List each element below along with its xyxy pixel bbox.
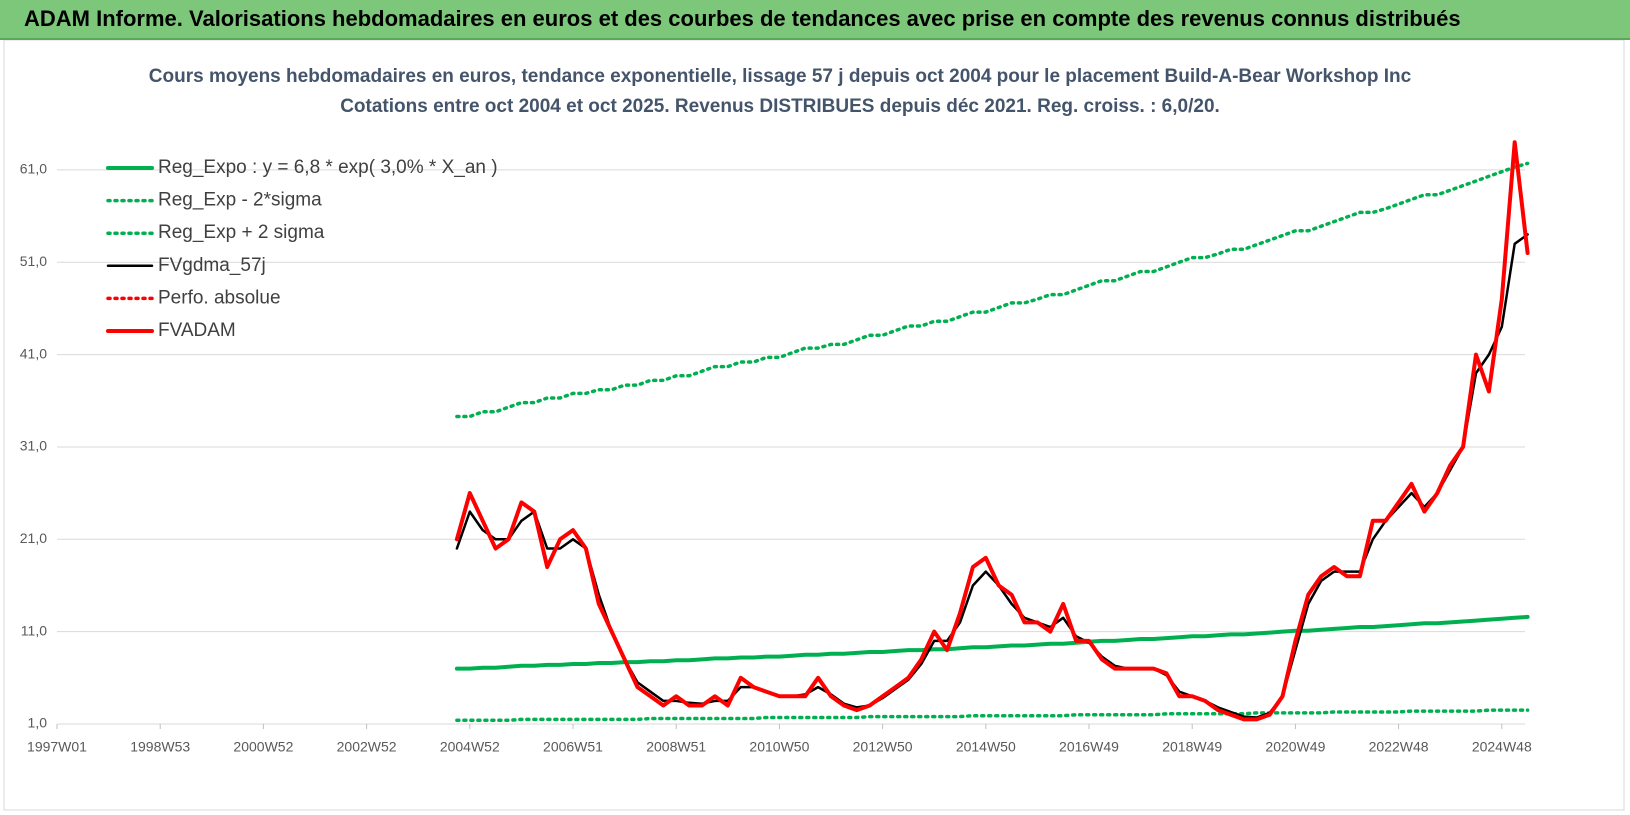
x-tick-label: 2022W48 [1369,739,1429,755]
legend-label: FVADAM [158,320,236,341]
legend-label: Perfo. absolue [158,287,281,308]
x-tick-label: 2008W51 [646,739,706,755]
banner-title: ADAM Informe. Valorisations hebdomadaire… [24,6,1461,31]
x-tick-label: 2018W49 [1162,739,1222,755]
y-tick-label: 51,0 [20,253,47,269]
y-tick-label: 11,0 [21,622,47,638]
chart-subtitle: Cotations entre oct 2004 et oct 2025. Re… [340,96,1220,117]
chart-title: Cours moyens hebdomadaires en euros, ten… [149,66,1412,87]
legend-label: FVgdma_57j [158,255,266,276]
banner: ADAM Informe. Valorisations hebdomadaire… [0,0,1630,40]
x-tick-label: 1998W53 [130,739,190,755]
x-tick-label: 2002W52 [337,739,397,755]
x-tick-label: 2020W49 [1265,739,1325,755]
y-tick-label: 41,0 [20,345,47,361]
x-tick-label: 2010W50 [749,739,809,755]
y-tick-label: 61,0 [20,161,47,177]
x-tick-label: 1997W01 [27,739,87,755]
x-tick-label: 2006W51 [543,739,603,755]
y-tick-label: 21,0 [20,530,47,546]
y-tick-label: 31,0 [20,438,47,454]
x-tick-label: 2004W52 [440,739,500,755]
x-tick-label: 2014W50 [956,739,1016,755]
chart-frame [3,40,1625,811]
x-tick-label: 2000W52 [233,739,293,755]
legend-label: Reg_Exp + 2 sigma [158,222,325,243]
chart: Cours moyens hebdomadaires en euros, ten… [3,40,1625,811]
series-line [454,140,1530,722]
x-tick-label: 2016W49 [1059,739,1119,755]
y-tick-label: 1,0 [28,715,48,731]
x-tick-label: 2012W50 [853,739,913,755]
legend-label: Reg_Exp - 2*sigma [158,190,322,211]
legend-label: Reg_Expo : y = 6,8 * exp( 3,0% * X_an ) [158,157,498,178]
series-line [454,614,1530,671]
series-line [455,161,1530,419]
series-line [455,708,1530,723]
x-tick-label: 2024W48 [1472,739,1532,755]
